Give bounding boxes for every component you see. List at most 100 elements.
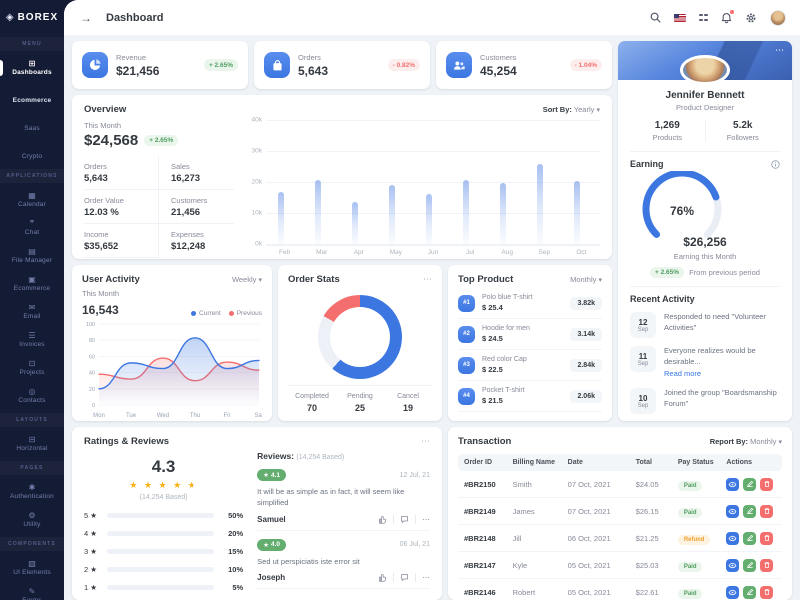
activity-read-more-link[interactable]: Read more (664, 369, 702, 379)
edit-button[interactable] (743, 585, 757, 599)
sidebar-item[interactable]: Crypto (0, 138, 64, 166)
rating-percent: 5% (232, 583, 244, 592)
rating-bar-row: 1 ★ 5% (84, 583, 243, 592)
bar (323, 171, 329, 245)
top-product-item[interactable]: #3 Red color Cap $ 22.5 2.84k (458, 350, 602, 381)
divider (393, 572, 394, 582)
edit-button[interactable] (743, 558, 757, 572)
apps-grid-icon[interactable] (698, 13, 708, 23)
delete-button[interactable] (760, 585, 774, 599)
view-button[interactable] (726, 477, 740, 491)
profile-stat: 1,269 Products (630, 120, 706, 143)
sidebar-item[interactable]: ⊞ Dashboards (0, 54, 64, 82)
review-more-icon[interactable]: ⋯ (422, 514, 430, 524)
sidebar-item[interactable]: ▣ Ecommerce (0, 270, 64, 298)
sidebar-item[interactable]: ❞ Chat (0, 214, 64, 242)
x-axis-label: Feb (278, 249, 291, 256)
overview-month-label: This Month (84, 121, 122, 130)
edit-button[interactable] (743, 504, 757, 518)
review-more-icon[interactable]: ⋯ (422, 572, 430, 582)
user-activity-period-dropdown[interactable]: Weekly ▾ (231, 275, 262, 284)
notifications-bell-icon[interactable] (721, 9, 734, 24)
product-name: Hoodie for men (482, 325, 530, 332)
top-product-period-dropdown[interactable]: Monthly ▾ (570, 275, 602, 284)
view-button[interactable] (726, 585, 740, 599)
x-axis-label: Jul (465, 249, 475, 256)
recent-activity-section: Recent Activity 12 Sep Responded to need… (618, 287, 792, 421)
cell-billing-name: James (506, 497, 562, 525)
top-product-card: Top Product Monthly ▾ #1 Polo blue T-shi… (448, 265, 612, 421)
bar-group (489, 121, 526, 245)
sidebar-item[interactable]: ☰ Invoices (0, 326, 64, 354)
sidebar-item[interactable]: ✉ Email (0, 298, 64, 326)
comment-icon[interactable] (400, 573, 409, 582)
order-stats-menu-icon[interactable]: ⋯ (423, 274, 432, 284)
sidebar-item[interactable]: ◎ Contacts (0, 382, 64, 410)
user-avatar[interactable] (770, 9, 786, 26)
settings-gear-icon[interactable] (745, 12, 757, 24)
sidebar-toggle-icon[interactable]: → (80, 10, 92, 25)
earning-delta-row: + 2.65% From previous period (630, 267, 780, 288)
transaction-card: Transaction Report By: Monthly ▾ Order I… (448, 427, 792, 600)
sidebar-item[interactable]: ⚙ Utility (0, 506, 64, 534)
rating-star-label: 2 ★ (84, 565, 97, 574)
view-button[interactable] (726, 531, 740, 545)
search-icon[interactable] (650, 12, 661, 23)
svg-text:40: 40 (89, 371, 95, 377)
user-activity-line-chart: 0 20 40 60 80 100 Mon Tue Wed Thu Fri Sat (82, 319, 262, 421)
profile-menu-icon[interactable]: ⋯ (775, 45, 784, 55)
sidebar-item[interactable]: ✱ Authentication (0, 478, 64, 506)
sidebar-item[interactable]: ⊡ Projects (0, 354, 64, 382)
legend-label-current: Current (199, 310, 221, 317)
top-product-item[interactable]: #2 Hoodie for men $ 24.5 3.14k (458, 319, 602, 350)
top-product-item[interactable]: #1 Polo blue T-shirt $ 25.4 3.82k (458, 288, 602, 319)
sidebar-item[interactable]: ✎ Forms (0, 582, 64, 600)
sidebar-item[interactable]: Saas (0, 110, 64, 138)
stat-delta-badge: - 0.82% (387, 59, 420, 71)
transaction-table: Order ID Billing Name Date Total Pay Sta… (458, 454, 782, 600)
stat-value: 45,254 (480, 63, 517, 78)
transaction-report-dropdown[interactable]: Report By: Monthly ▾ (709, 437, 782, 446)
metric-value: $12,248 (171, 240, 206, 252)
ratings-menu-icon[interactable]: ⋯ (421, 436, 430, 446)
language-flag-icon[interactable] (673, 13, 686, 22)
delete-button[interactable] (760, 558, 774, 572)
order-stat-label: Pending (347, 393, 373, 400)
cell-order-id: #BR2147 (458, 551, 507, 579)
legend-dot-previous (228, 311, 234, 316)
overview-sort-dropdown[interactable]: Sort By: Yearly ▾ (542, 105, 600, 114)
brand-name: BOREX (17, 11, 59, 23)
edit-button[interactable] (743, 531, 757, 545)
sidebar-item[interactable]: ⊟ Horizontal (0, 430, 64, 458)
rating-bar-row: 3 ★ 15% (84, 547, 243, 556)
delete-button[interactable] (760, 477, 774, 491)
delete-button[interactable] (760, 531, 774, 545)
sidebar-item[interactable]: Ecommerce (0, 82, 64, 110)
sidebar-item[interactable]: ▧ UI Elements (0, 554, 64, 582)
earning-gauge: 76% (630, 171, 780, 241)
bar (545, 158, 551, 245)
chevron-down-icon: ▾ (596, 107, 600, 114)
delete-button[interactable] (760, 504, 774, 518)
sidebar-item[interactable]: ▦ Calendar (0, 186, 64, 214)
overview-card: Overview Sort By: Yearly ▾ This Month $2… (72, 95, 612, 259)
edit-button[interactable] (743, 477, 757, 491)
activity-item: 12 Sep Responded to need "Volunteer Acti… (630, 312, 780, 339)
brand-logo[interactable]: ◈ BOREX (0, 0, 64, 34)
top-product-item[interactable]: #4 Pocket T-shirt $ 21.5 2.06k (458, 381, 602, 412)
rating-bar-track (107, 567, 215, 572)
bar (574, 181, 581, 245)
sidebar-item[interactable]: ▤ File Manager (0, 242, 64, 270)
view-button[interactable] (726, 504, 740, 518)
info-icon[interactable] (771, 160, 780, 169)
view-button[interactable] (726, 558, 740, 572)
review-text: Sed ut perspiciatis iste error sit (257, 556, 360, 566)
thumbs-up-icon[interactable] (378, 515, 387, 524)
thumbs-up-icon[interactable] (378, 573, 387, 582)
col-pay-status: Pay Status (671, 454, 721, 471)
transaction-title: Transaction (458, 436, 512, 447)
overview-delta-badge: + 2.65% (144, 135, 179, 146)
profile-role: Product Designer (676, 103, 734, 113)
comment-icon[interactable] (400, 515, 409, 524)
